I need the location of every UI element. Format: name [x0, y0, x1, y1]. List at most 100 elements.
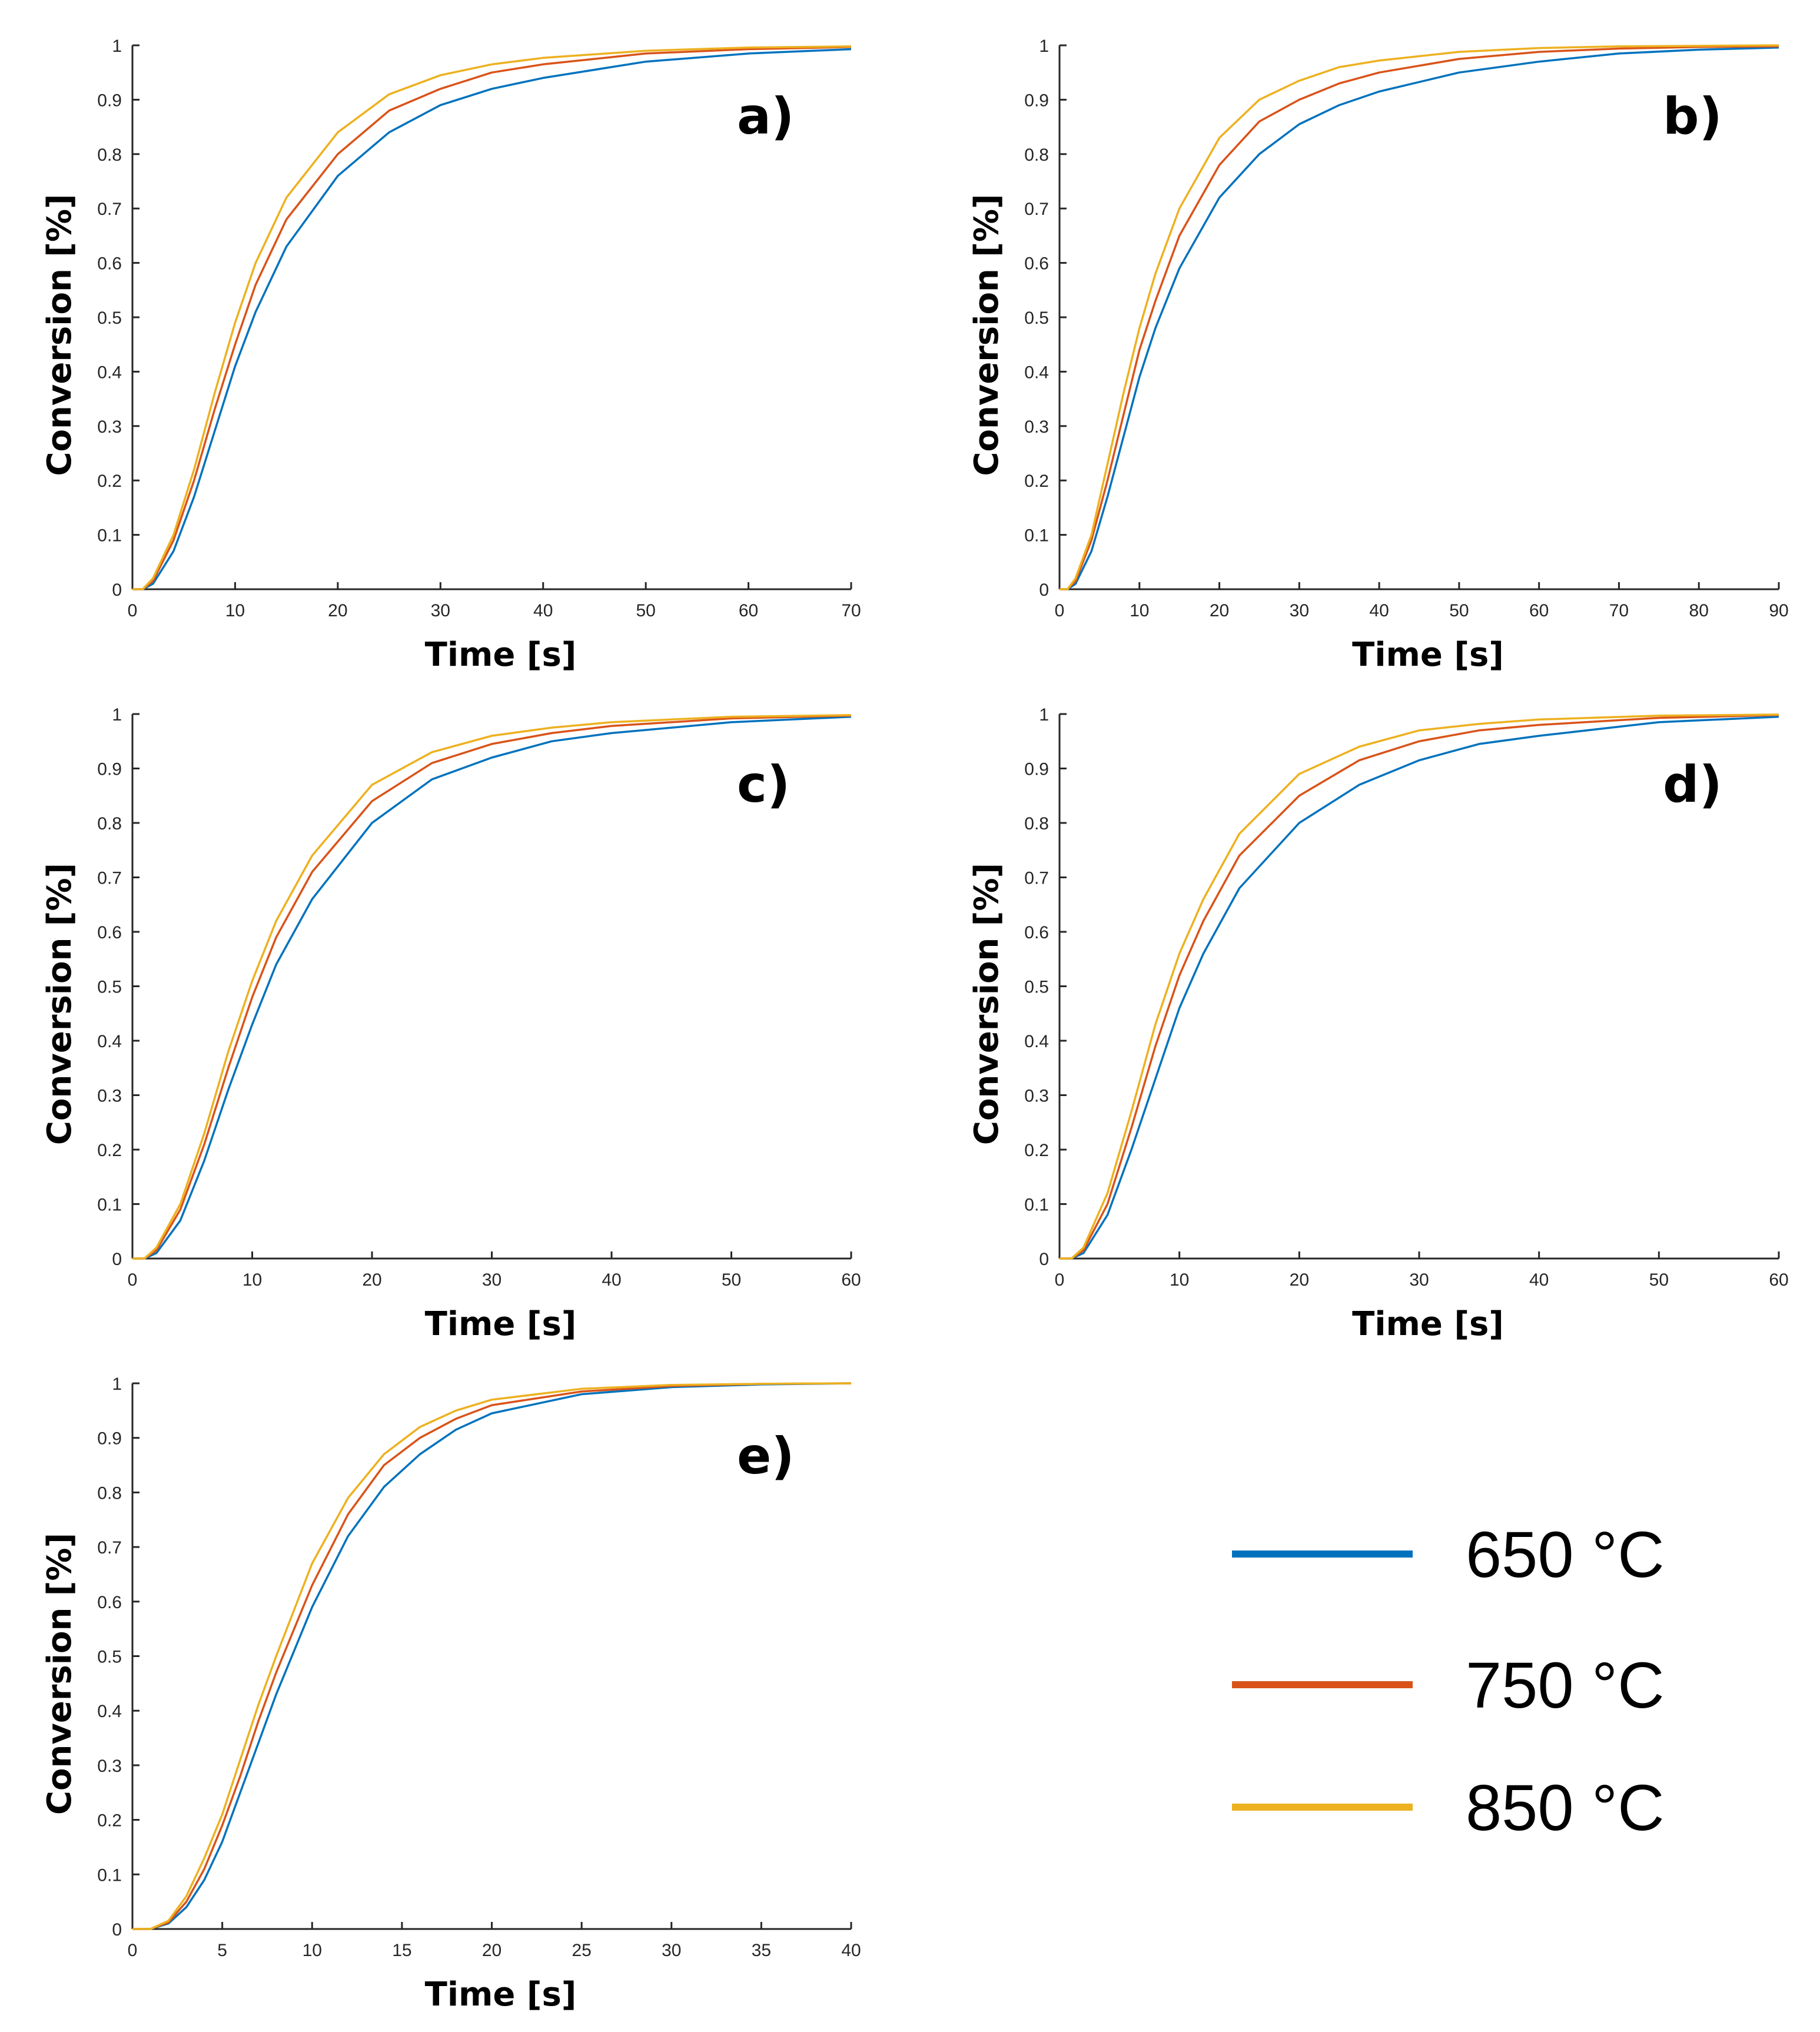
y-tick-label: 1: [112, 1374, 122, 1394]
x-tick-label: 60: [1529, 601, 1549, 620]
series-line-750: [1060, 714, 1779, 1260]
y-tick-label: 0.4: [1024, 363, 1049, 382]
y-axis-title: Conversion [%]: [968, 863, 1006, 1145]
x-tick-label: 0: [128, 601, 138, 620]
y-tick-label: 0.6: [1024, 923, 1049, 942]
y-tick-label: 0.2: [97, 1141, 122, 1160]
x-tick-label: 10: [1170, 1270, 1189, 1290]
legend: 650 °C 750 °C 850 °C: [1232, 1519, 1665, 1844]
y-tick-label: 0: [1039, 1250, 1049, 1269]
y-tick-label: 0.8: [97, 814, 122, 834]
y-axis-title: Conversion [%]: [968, 194, 1006, 476]
x-tick-label: 20: [1290, 1270, 1309, 1290]
y-tick-label: 0.3: [1024, 1087, 1049, 1106]
y-tick-label: 0.9: [1024, 91, 1049, 110]
x-axis-title: Time [s]: [425, 636, 577, 674]
y-tick-label: 1: [112, 36, 122, 56]
y-tick-label: 0: [1039, 580, 1049, 600]
y-tick-label: 0: [112, 580, 122, 600]
y-tick-label: 0.6: [1024, 254, 1049, 274]
y-tick-label: 0.7: [1024, 869, 1049, 888]
series-line-650: [1060, 46, 1779, 590]
x-tick-label: 60: [739, 601, 758, 620]
x-axis-title: Time [s]: [425, 1975, 577, 2014]
legend-label-850: 850 °C: [1466, 1772, 1665, 1844]
x-tick-label: 40: [1529, 1270, 1549, 1290]
y-tick-label: 0.1: [97, 1196, 122, 1215]
chart-panel-a: 00.10.20.30.40.50.60.70.80.910 10 20 30 40 50…: [41, 36, 861, 674]
x-tick-label: 70: [841, 601, 861, 620]
series-line-650: [132, 1382, 852, 1930]
x-tick-label: 0: [1055, 601, 1065, 620]
y-tick-label: 0.7: [97, 869, 122, 888]
x-tick-label: 80: [1689, 601, 1709, 620]
y-axis-title: Conversion [%]: [41, 194, 79, 476]
x-tick-label: 10: [303, 1941, 322, 1960]
series-line-750: [1060, 45, 1779, 590]
x-tick-label: 70: [1609, 601, 1629, 620]
y-tick-label: 0.5: [97, 308, 122, 328]
x-tick-label: 40: [533, 601, 553, 620]
y-tick-label: 1: [112, 705, 122, 725]
x-tick-label: 50: [636, 601, 655, 620]
series-line-750: [132, 715, 852, 1260]
x-tick-label: 20: [1210, 601, 1229, 620]
y-tick-label: 0.5: [97, 978, 122, 997]
y-tick-label: 0.2: [97, 472, 122, 491]
panel-label: a): [737, 87, 794, 146]
x-tick-label: 0: [128, 1270, 138, 1290]
y-tick-label: 0.5: [97, 1648, 122, 1667]
x-tick-label: 30: [1290, 601, 1309, 620]
y-tick-label: 0.2: [97, 1811, 122, 1831]
chart-panel-e: 00.10.20.30.40.50.60.70.80.910 5 10 15 20 25 3…: [41, 1374, 861, 2014]
panel-label: e): [737, 1427, 795, 1486]
chart-panel-d: 00.10.20.30.40.50.60.70.80.910 10 20 30 40 50…: [968, 705, 1789, 1343]
x-tick-label: 50: [1449, 601, 1469, 620]
x-tick-label: 90: [1769, 601, 1788, 620]
y-tick-label: 0.9: [97, 760, 122, 779]
y-tick-label: 0.4: [97, 363, 122, 382]
y-axis-title: Conversion [%]: [41, 863, 79, 1145]
chart-panel-b: 00.10.20.30.40.50.60.70.80.910 10 20 30 40 50…: [968, 36, 1789, 674]
y-tick-label: 0: [112, 1920, 122, 1940]
series-line-650: [132, 715, 852, 1260]
legend-label-650: 650 °C: [1466, 1519, 1665, 1591]
x-tick-label: 40: [841, 1941, 861, 1960]
x-tick-label: 30: [431, 601, 450, 620]
panel-label: c): [737, 755, 790, 814]
y-tick-label: 0.8: [1024, 145, 1049, 165]
y-tick-label: 0.4: [97, 1702, 122, 1721]
series-line-750: [132, 46, 852, 590]
y-tick-label: 0.2: [1024, 1141, 1049, 1160]
y-tick-label: 0.6: [97, 1593, 122, 1612]
x-tick-label: 30: [482, 1270, 502, 1290]
x-tick-label: 15: [392, 1941, 411, 1960]
y-tick-label: 0.8: [97, 145, 122, 165]
x-tick-label: 50: [1649, 1270, 1669, 1290]
series-line-750: [132, 1382, 852, 1930]
y-tick-label: 0.1: [97, 526, 122, 546]
x-tick-label: 0: [128, 1941, 138, 1960]
x-axis-title: Time [s]: [425, 1305, 577, 1343]
panel-label: b): [1663, 87, 1722, 146]
y-tick-label: 1: [1039, 705, 1049, 725]
y-tick-label: 0.3: [1024, 417, 1049, 437]
x-tick-label: 5: [217, 1941, 227, 1960]
y-tick-label: 0: [112, 1250, 122, 1269]
x-tick-label: 50: [722, 1270, 741, 1290]
y-tick-label: 0.3: [97, 1087, 122, 1106]
x-tick-label: 25: [572, 1941, 591, 1960]
y-tick-label: 0.2: [1024, 472, 1049, 491]
x-tick-label: 20: [482, 1941, 502, 1960]
x-tick-label: 35: [752, 1941, 771, 1960]
y-tick-label: 0.9: [97, 1429, 122, 1449]
x-tick-label: 10: [243, 1270, 262, 1290]
y-tick-label: 0.9: [97, 91, 122, 110]
x-tick-label: 30: [662, 1941, 681, 1960]
y-tick-label: 0.8: [97, 1483, 122, 1503]
y-tick-label: 0.6: [97, 923, 122, 942]
y-tick-label: 1: [1039, 36, 1049, 56]
y-tick-label: 0.1: [1024, 526, 1049, 546]
x-axis-title: Time [s]: [1352, 1305, 1504, 1343]
